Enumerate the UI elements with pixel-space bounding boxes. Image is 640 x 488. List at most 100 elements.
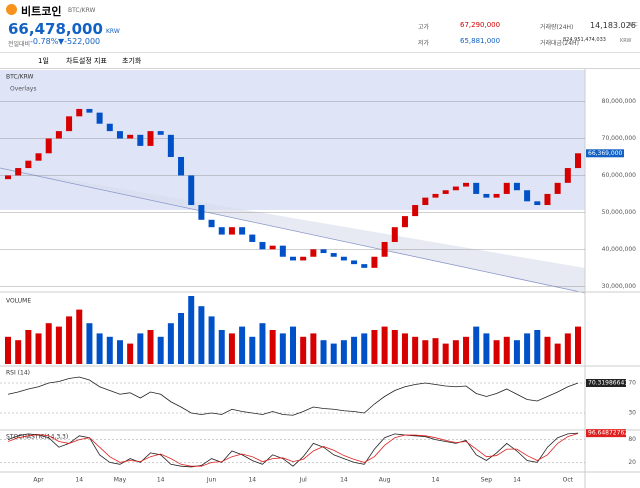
y-tick-label: 30,000,000: [602, 283, 637, 290]
stat-value: 67,290,000: [460, 21, 501, 29]
candle: [208, 219, 215, 228]
x-tick-label: Jun: [206, 477, 217, 484]
chart: BTC/KRW Overlays 30,000,000 40,000,000 50,00…: [0, 68, 640, 488]
volume-bar: [96, 333, 103, 364]
volume-bar: [554, 343, 561, 364]
candle: [575, 153, 581, 169]
candle: [116, 131, 123, 139]
volume-bar: [116, 340, 123, 364]
x-tick-label: Aug: [379, 477, 391, 484]
candle: [35, 153, 42, 161]
x-tick-label: Oct: [563, 477, 574, 484]
candle: [320, 249, 327, 254]
volume-bar: [544, 336, 551, 364]
candle: [473, 182, 480, 194]
stat-value: 824,951,474,033: [563, 37, 606, 43]
volume-bar: [55, 326, 62, 364]
candle: [381, 241, 388, 257]
header: 비트코인 BTC/KRW 66,478,000 KRW 전일대비 -0.78% …: [0, 0, 640, 53]
value-tag-bg: [586, 429, 626, 438]
x-tick-label: 14: [75, 477, 83, 484]
stat-label: 저가: [418, 40, 430, 47]
candle: [401, 216, 408, 228]
panel-title: RSI (14): [6, 370, 30, 377]
price: 66,478,000: [8, 20, 103, 38]
candle: [178, 156, 185, 176]
candle: [106, 123, 113, 132]
volume-bar: [371, 330, 378, 364]
volume-bar: [218, 330, 225, 364]
toolbar-button[interactable]: 초기화: [122, 57, 142, 65]
coin-name: 비트코인: [21, 5, 62, 18]
volume-bar: [564, 333, 571, 364]
candle: [147, 131, 154, 146]
stat-unit: BTC: [628, 22, 638, 28]
volume-bar: [239, 326, 246, 364]
panel-title: BTC/KRW: [6, 74, 34, 81]
candle: [239, 227, 246, 235]
value-tag: 96.64872762: [588, 430, 628, 437]
candle: [412, 205, 419, 217]
volume-bar: [188, 296, 195, 364]
volume-bar: [45, 323, 52, 364]
volume-bar: [127, 343, 134, 364]
volume-bar: [15, 340, 22, 364]
indicator-line: [7, 433, 579, 467]
y-tick-label: 50,000,000: [602, 209, 637, 216]
y-tick-label: 80: [628, 436, 636, 443]
stat-label: 고가: [418, 24, 430, 31]
candle: [259, 241, 266, 250]
volume-bar: [178, 313, 185, 364]
volume-bar: [269, 330, 276, 364]
fib-zone: [0, 70, 585, 210]
volume-bar: [320, 340, 327, 364]
candle: [5, 175, 11, 180]
y-tick-label: 20: [628, 459, 636, 466]
x-tick-label: Sep: [481, 477, 493, 484]
panel-title: VOLUME: [6, 298, 31, 305]
candle: [218, 227, 225, 235]
change-amount: ▼-522,000: [58, 37, 101, 46]
volume-bar: [5, 336, 11, 364]
toolbar-button[interactable]: 지표: [94, 57, 107, 65]
volume-bar: [228, 333, 235, 364]
x-tick-label: Apr: [33, 477, 44, 484]
legend: Overlays: [10, 86, 36, 93]
volume-bar: [35, 333, 42, 364]
candle: [290, 256, 296, 261]
volume-bar: [442, 343, 449, 364]
candle: [463, 182, 470, 187]
candle: [432, 193, 439, 198]
volume-bar: [310, 333, 317, 364]
volume-bar: [401, 333, 408, 364]
y-tick-label: 30: [628, 410, 636, 417]
x-tick-label: 14: [248, 477, 256, 484]
change-label: 전일대비: [8, 41, 31, 48]
volume-bar: [167, 323, 174, 364]
toolbar-button[interactable]: 차트설정: [66, 57, 92, 65]
value-tag-bg: [586, 379, 626, 387]
candle: [167, 134, 174, 157]
candle: [76, 108, 83, 117]
candle: [391, 227, 398, 242]
trend-line: [0, 167, 586, 294]
change-pct: -0.78%: [30, 37, 59, 46]
x-tick-label: 14: [513, 477, 521, 484]
volume-bar: [147, 330, 154, 364]
stat-unit: KRW: [620, 38, 632, 44]
toolbar-button[interactable]: 1일: [38, 57, 49, 65]
y-tick-label: 80,000,000: [602, 98, 637, 105]
candle: [25, 160, 32, 169]
volume-bar: [290, 326, 296, 364]
volume-bar: [422, 340, 429, 364]
price-tag: 66,369,000: [588, 150, 623, 157]
volume-bar: [534, 330, 541, 364]
candle: [554, 182, 561, 194]
candle: [524, 190, 531, 202]
volume-bar: [249, 336, 256, 364]
candle: [310, 249, 317, 257]
coin-icon: [6, 4, 17, 15]
y-tick-label: 70: [628, 380, 636, 387]
volume-bar: [381, 326, 388, 364]
